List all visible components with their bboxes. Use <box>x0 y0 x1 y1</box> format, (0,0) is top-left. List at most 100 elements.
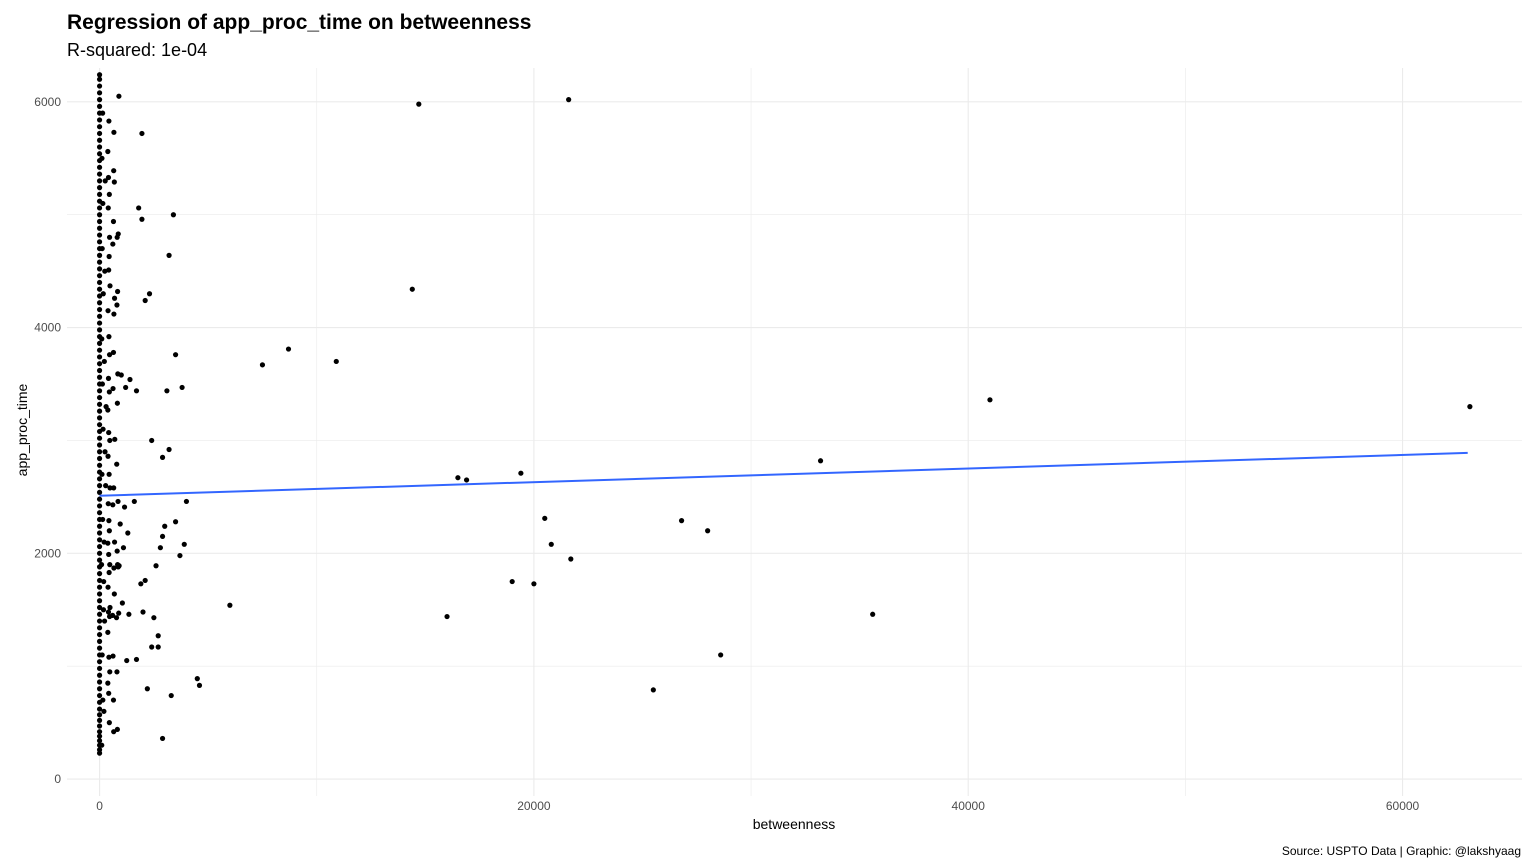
data-point <box>118 521 123 526</box>
data-point <box>112 179 117 184</box>
data-point <box>126 612 131 617</box>
data-point <box>870 612 875 617</box>
data-point <box>97 124 102 129</box>
data-point <box>416 102 421 107</box>
data-point <box>107 235 112 240</box>
data-point <box>97 718 102 723</box>
data-point <box>160 455 165 460</box>
data-point <box>156 633 161 638</box>
data-point <box>101 291 106 296</box>
data-point <box>105 585 110 590</box>
data-point <box>107 562 112 567</box>
data-point <box>111 485 116 490</box>
data-point <box>184 499 189 504</box>
y-axis-title: app_proc_time <box>14 383 30 476</box>
data-point <box>99 156 104 161</box>
x-tick-label: 60000 <box>1386 799 1420 813</box>
data-point <box>97 510 102 515</box>
data-point <box>124 658 129 663</box>
regression-line <box>100 453 1468 496</box>
data-point <box>120 600 125 605</box>
data-point <box>97 585 102 590</box>
data-point <box>114 669 119 674</box>
data-point <box>97 165 102 170</box>
data-point <box>110 241 115 246</box>
data-point <box>106 691 111 696</box>
data-point <box>97 253 102 258</box>
data-point <box>169 693 174 698</box>
data-point <box>117 563 122 568</box>
data-point <box>97 388 102 393</box>
data-point <box>99 336 104 341</box>
data-point <box>97 537 102 542</box>
data-point <box>151 615 156 620</box>
data-point <box>106 518 111 523</box>
data-point <box>97 117 102 122</box>
data-point <box>139 131 144 136</box>
data-point <box>97 226 102 231</box>
data-point <box>107 605 112 610</box>
data-point <box>102 618 107 623</box>
data-point <box>97 314 102 319</box>
data-point <box>97 212 102 217</box>
data-point <box>114 302 119 307</box>
data-point <box>106 430 111 435</box>
data-point <box>97 415 102 420</box>
data-point <box>97 747 102 752</box>
data-point <box>101 709 106 714</box>
data-point <box>100 201 105 206</box>
data-point <box>97 659 102 664</box>
data-point <box>97 723 102 728</box>
data-point <box>679 518 684 523</box>
data-point <box>112 296 117 301</box>
data-point <box>97 192 102 197</box>
data-point <box>107 720 112 725</box>
data-point <box>97 320 102 325</box>
data-point <box>97 239 102 244</box>
data-point <box>97 232 102 237</box>
data-point <box>100 381 105 386</box>
data-point <box>455 475 460 480</box>
data-point <box>106 501 111 506</box>
data-point <box>171 212 176 217</box>
data-point <box>97 171 102 176</box>
grid-lines <box>67 68 1522 796</box>
data-point <box>97 219 102 224</box>
data-point <box>115 401 120 406</box>
data-point <box>107 254 112 259</box>
data-point <box>134 388 139 393</box>
data-point <box>97 693 102 698</box>
data-point <box>107 570 112 575</box>
data-point <box>111 350 116 355</box>
data-point <box>97 90 102 95</box>
data-point <box>97 151 102 156</box>
data-point <box>112 437 117 442</box>
data-point <box>149 438 154 443</box>
data-point <box>97 729 102 734</box>
data-point <box>97 368 102 373</box>
data-point <box>102 449 107 454</box>
data-point <box>260 362 265 367</box>
data-point <box>100 697 105 702</box>
data-point <box>97 178 102 183</box>
data-point <box>97 436 102 441</box>
data-point <box>99 472 104 477</box>
data-point <box>166 447 171 452</box>
data-point <box>123 385 128 390</box>
data-point <box>97 673 102 678</box>
data-point <box>105 149 110 154</box>
data-point <box>651 687 656 692</box>
data-point <box>147 291 152 296</box>
data-point <box>818 458 823 463</box>
data-point <box>97 402 102 407</box>
data-point <box>107 438 112 443</box>
data-point <box>97 287 102 292</box>
data-point <box>107 669 112 674</box>
data-point <box>97 734 102 739</box>
data-point <box>182 542 187 547</box>
data-point <box>158 545 163 550</box>
data-point <box>156 644 161 649</box>
data-point <box>97 341 102 346</box>
data-point <box>97 738 102 743</box>
data-point <box>166 253 171 258</box>
